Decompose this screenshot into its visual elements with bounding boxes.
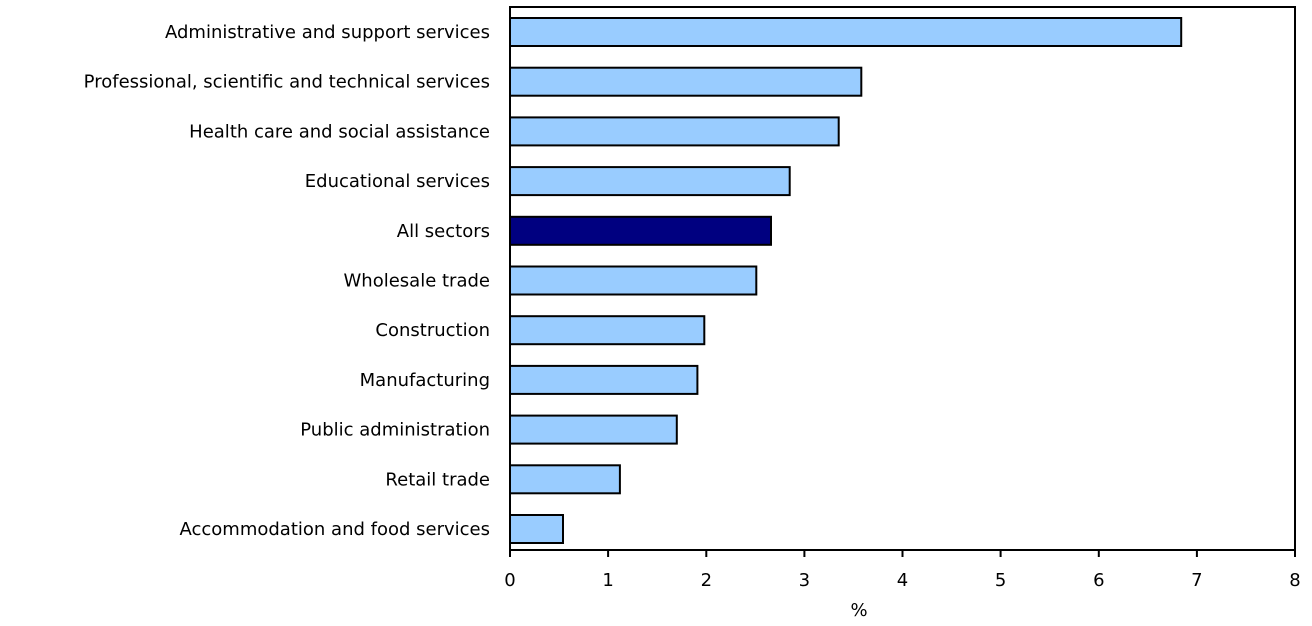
x-tick-label-6: 6 bbox=[1093, 570, 1104, 591]
x-tick-label-2: 2 bbox=[701, 570, 712, 591]
bar-wholesale-trade bbox=[509, 265, 758, 296]
category-label-administrative-and-support-services: Administrative and support services bbox=[165, 22, 490, 43]
bar-professional-scientific-and-technical-services bbox=[509, 66, 863, 97]
category-label-manufacturing: Manufacturing bbox=[360, 370, 490, 391]
x-tick-label-3: 3 bbox=[799, 570, 810, 591]
category-label-public-administration: Public administration bbox=[300, 420, 490, 441]
category-label-professional-scientific-and-technical-services: Professional, scientific and technical s… bbox=[84, 72, 490, 93]
category-label-all-sectors: All sectors bbox=[397, 221, 490, 242]
bars-group bbox=[509, 17, 1183, 544]
bar-administrative-and-support-services bbox=[509, 17, 1183, 47]
category-label-retail-trade: Retail trade bbox=[385, 469, 490, 490]
bar-retail-trade bbox=[509, 464, 621, 495]
x-tick-label-0: 0 bbox=[504, 570, 515, 591]
x-axis-ticks-group: 0 1 2 3 4 5 6 7 8 bbox=[504, 550, 1301, 591]
category-labels-group: Administrative and support services Profe… bbox=[84, 22, 490, 540]
category-label-health-care-and-social-assistance: Health care and social assistance bbox=[189, 121, 490, 142]
x-axis-title: % bbox=[850, 600, 867, 621]
x-tick-label-4: 4 bbox=[897, 570, 908, 591]
bar-manufacturing bbox=[509, 364, 699, 395]
bar-educational-services bbox=[509, 166, 791, 197]
bar-public-administration bbox=[509, 414, 678, 445]
bar-accommodation-and-food-services bbox=[509, 514, 564, 544]
x-tick-label-1: 1 bbox=[602, 570, 613, 591]
category-label-accommodation-and-food-services: Accommodation and food services bbox=[180, 519, 491, 540]
category-label-wholesale-trade: Wholesale trade bbox=[344, 271, 491, 292]
category-label-construction: Construction bbox=[375, 320, 490, 341]
x-tick-label-5: 5 bbox=[995, 570, 1006, 591]
x-tick-label-7: 7 bbox=[1191, 570, 1202, 591]
category-label-educational-services: Educational services bbox=[305, 171, 490, 192]
x-tick-label-8: 8 bbox=[1289, 570, 1300, 591]
bar-all-sectors bbox=[509, 215, 772, 246]
bar-health-care-and-social-assistance bbox=[509, 116, 840, 147]
bar-construction bbox=[509, 315, 706, 346]
